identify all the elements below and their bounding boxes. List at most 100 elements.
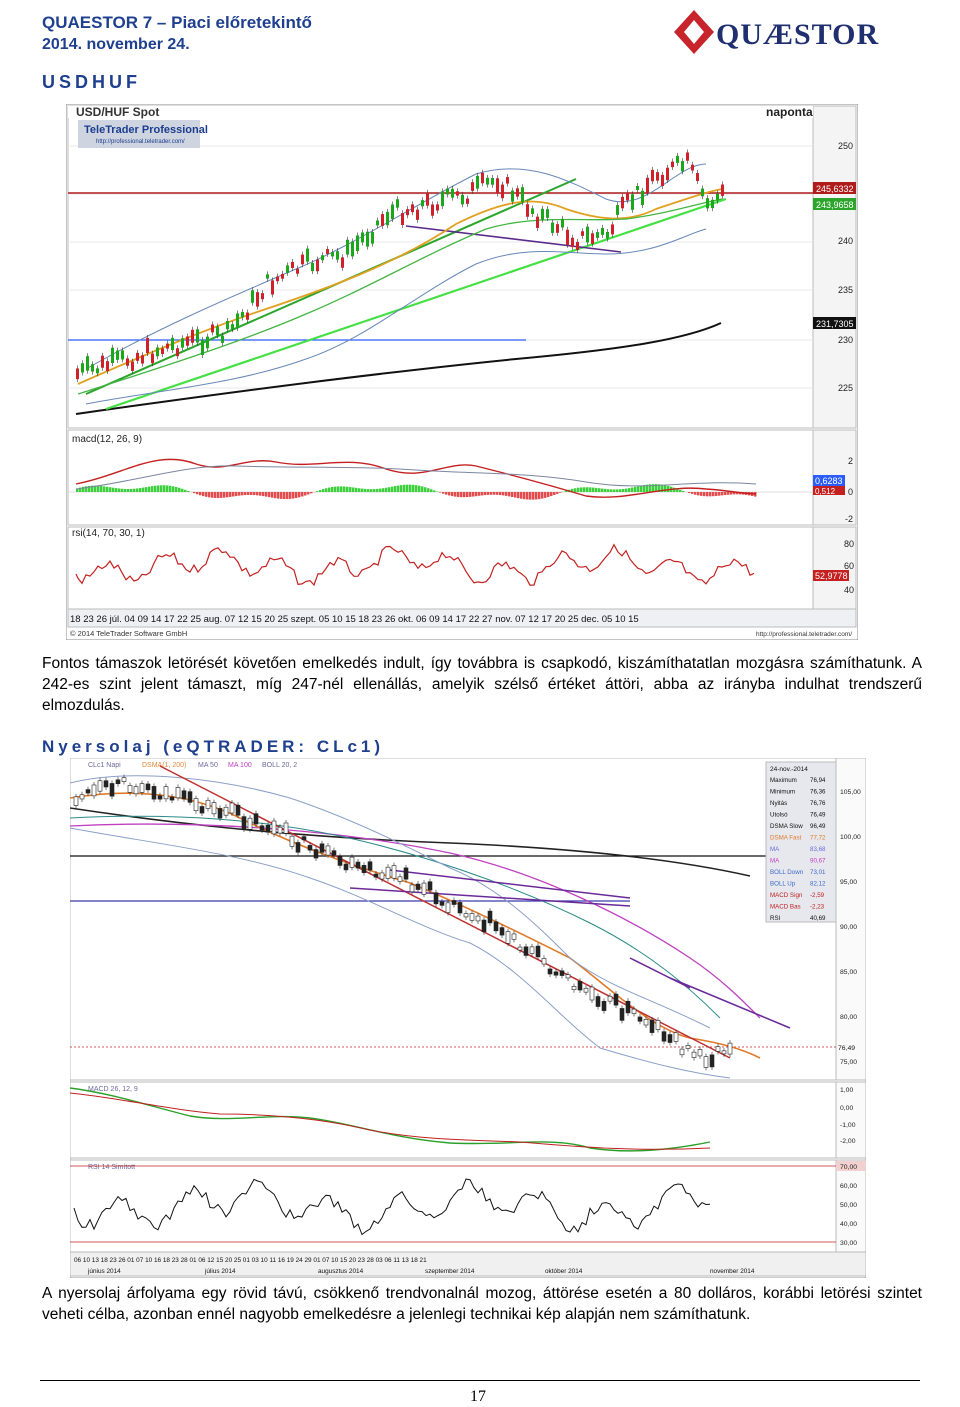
- candle: [536, 216, 539, 228]
- price-tick: 230: [838, 335, 853, 345]
- macd-bar: [259, 492, 262, 496]
- candle: [556, 224, 559, 233]
- candle: [516, 188, 519, 197]
- oil-candle: [667, 1034, 673, 1043]
- oil-candle: [463, 913, 469, 918]
- candle: [81, 363, 84, 373]
- macd-bar: [466, 492, 469, 498]
- macd-bar: [349, 487, 352, 492]
- oil-price-tick: 100,00: [840, 834, 861, 841]
- macd-bar: [412, 484, 415, 492]
- macd-bar: [415, 485, 418, 492]
- macd-bar: [697, 492, 700, 496]
- oil-candle: [271, 820, 277, 835]
- candle: [611, 224, 614, 235]
- macd-bar: [430, 489, 433, 492]
- macd-bar: [247, 492, 250, 495]
- macd-tick: 2: [848, 456, 853, 466]
- candle: [201, 339, 204, 355]
- oil-candle: [337, 856, 343, 866]
- oil-candle: [307, 845, 313, 851]
- oil-candle: [247, 817, 253, 830]
- oil-candle: [289, 835, 295, 847]
- oil-candle: [481, 919, 487, 933]
- candle: [316, 259, 319, 272]
- chart-title: USD/HUF Spot: [76, 105, 159, 119]
- macd-bar: [607, 489, 610, 492]
- macd-bar: [214, 492, 217, 498]
- oil-candle: [529, 946, 535, 954]
- macd-bar: [520, 492, 523, 499]
- macd-bar: [439, 492, 442, 493]
- oil-candle: [439, 901, 445, 906]
- candle: [126, 358, 129, 366]
- macd-bar: [535, 492, 538, 500]
- oil-candle: [721, 1050, 727, 1055]
- candle: [156, 347, 159, 357]
- macd-bar: [274, 492, 277, 499]
- oil-candle: [391, 865, 397, 879]
- candle: [351, 241, 354, 257]
- info-row-label: Nyitás: [770, 800, 787, 807]
- info-row-label: BOLL Down: [770, 869, 804, 876]
- macd-bar: [592, 487, 595, 492]
- oil-macd-tick: 1,00: [840, 1087, 853, 1094]
- macd-bar: [301, 492, 304, 497]
- macd-bar: [496, 492, 499, 495]
- oil-candle: [103, 780, 109, 788]
- oil-candle: [703, 1056, 709, 1068]
- macd-bar: [391, 486, 394, 492]
- oil-candle: [205, 799, 211, 809]
- oil-candle: [97, 780, 103, 792]
- macd-bar: [217, 492, 220, 498]
- macd-bar: [376, 488, 379, 492]
- macd-bar: [580, 487, 583, 492]
- macd-bar: [139, 488, 142, 492]
- section-heading-crude-oil: Nyersolaj (eQTRADER: CLc1): [42, 737, 385, 756]
- macd-bar: [691, 492, 694, 494]
- macd-bar: [208, 492, 211, 498]
- candle: [76, 368, 79, 380]
- macd-bar: [490, 492, 493, 495]
- candle: [701, 188, 704, 197]
- macd-bar: [280, 492, 283, 499]
- candle: [646, 177, 649, 193]
- candle: [331, 252, 334, 257]
- oil-candle: [277, 826, 283, 834]
- macd-bar: [367, 489, 370, 492]
- usdhuf-commentary: Fontos támaszok letörését követően emelk…: [42, 655, 922, 714]
- macd-bar: [115, 488, 118, 492]
- oil-candle: [121, 777, 127, 782]
- macd-bar: [544, 492, 547, 498]
- macd-bar: [187, 490, 190, 492]
- oil-candle: [643, 1019, 649, 1026]
- oil-candle: [469, 913, 475, 921]
- oil-candle: [139, 783, 145, 793]
- macd-bar: [241, 492, 244, 496]
- oil-candle: [685, 1045, 691, 1049]
- candle: [116, 350, 119, 360]
- macd-bar: [565, 490, 568, 492]
- candle: [531, 208, 534, 214]
- macd-bar: [616, 489, 619, 492]
- macd-bar: [673, 487, 676, 492]
- macd-bar: [637, 486, 640, 492]
- oil-candle: [427, 881, 433, 891]
- macd-bar: [712, 492, 715, 497]
- macd-bar: [505, 492, 508, 496]
- candle: [566, 229, 569, 245]
- candle: [291, 261, 294, 268]
- oil-candle: [415, 883, 421, 890]
- macd-bar: [196, 492, 199, 495]
- macd-bar: [244, 492, 247, 496]
- candle: [251, 290, 254, 303]
- candle: [166, 343, 169, 349]
- macd-bar: [730, 492, 733, 495]
- candle: [221, 335, 224, 343]
- oil-candle: [187, 791, 193, 803]
- candle: [486, 177, 489, 185]
- info-row-label: MA: [770, 858, 780, 865]
- macd-bar: [106, 486, 109, 492]
- candle: [571, 237, 574, 248]
- macd-bar: [373, 489, 376, 492]
